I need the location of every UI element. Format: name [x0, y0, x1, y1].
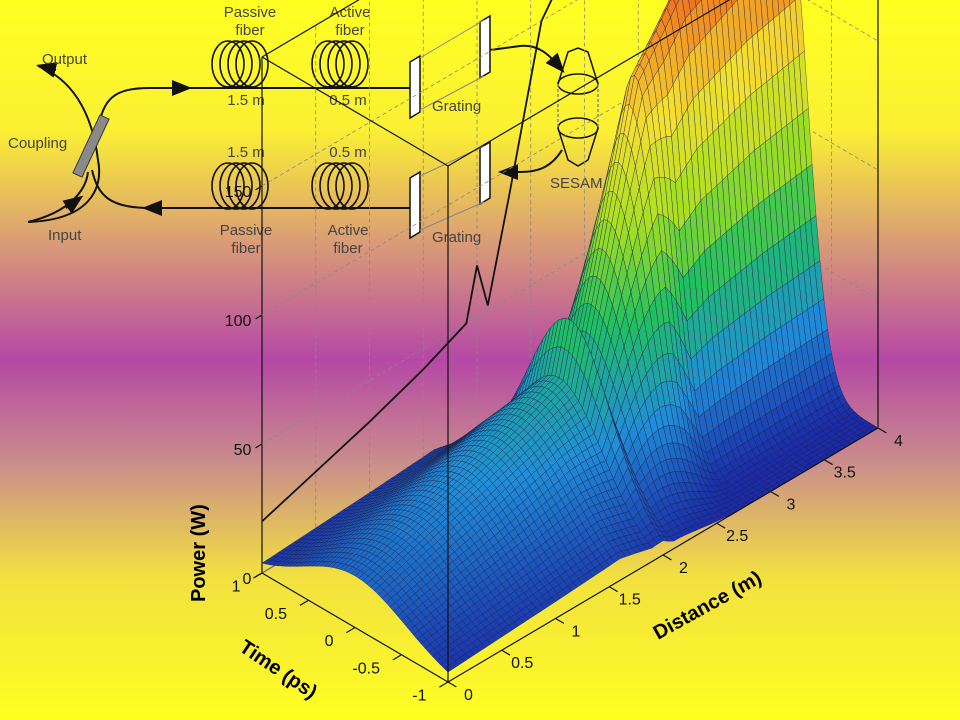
- tick-label: 2.5: [726, 528, 748, 545]
- z-axis-label: Power (W): [188, 504, 210, 602]
- top-active-length: 0.5 m: [329, 92, 367, 109]
- top-active-label-1: Active: [330, 4, 371, 21]
- coil-top-passive: [211, 40, 269, 88]
- tick-label: 3: [787, 496, 796, 513]
- sesam-lenses: [557, 47, 599, 167]
- bottom-active-label-2: fiber: [333, 240, 362, 257]
- tick-label: 50: [234, 442, 252, 459]
- bottom-passive-label-2: fiber: [231, 240, 260, 257]
- axis-ticks: 0 0.5 1 1.5 2 2.5 3 3.5 4 1 0.5 0 -0.5 -1 0 50 100 150: [225, 184, 903, 705]
- tick-label: 1: [232, 579, 241, 596]
- tick-label: 0.5: [511, 655, 533, 672]
- tick-label: 0.5: [265, 606, 287, 623]
- tick-label: 1: [572, 623, 581, 640]
- sesam-path: [489, 44, 565, 180]
- coupler: [72, 114, 110, 178]
- grating-top-label: Grating: [432, 98, 481, 115]
- tick-label: 2: [679, 560, 688, 577]
- top-passive-length: 1.5 m: [227, 92, 265, 109]
- y-axis-label: Time (ps): [235, 636, 321, 704]
- output-arrow: [36, 62, 58, 78]
- coil-bottom-active: [311, 162, 369, 210]
- plot-3d: 0 0.5 1 1.5 2 2.5 3 3.5 4 1 0.5 0 -0.5 -1 0 50 100 150 Di…: [188, 0, 903, 705]
- grating-top: [409, 14, 491, 120]
- tick-label: 0: [464, 687, 473, 704]
- bottom-active-label-1: Active: [328, 222, 369, 239]
- input-label: Input: [48, 227, 82, 244]
- output-label: Output: [42, 51, 88, 68]
- coil-top-active: [311, 40, 369, 88]
- tick-label: 0: [242, 571, 251, 588]
- tick-label: 3.5: [834, 465, 856, 482]
- input-fiber-line: [27, 171, 89, 223]
- top-passive-label-1: Passive: [224, 4, 277, 21]
- bottom-passive-length: 1.5 m: [227, 144, 265, 161]
- coil-bottom-passive: [211, 162, 269, 210]
- tick-label: 0: [325, 633, 334, 650]
- tick-label: 100: [225, 313, 252, 330]
- tick-label: 150: [225, 184, 252, 201]
- x-axis-label: Distance (m): [650, 567, 766, 644]
- top-active-label-2: fiber: [335, 22, 364, 39]
- input-arrow: [62, 195, 84, 214]
- tick-label: 1.5: [619, 592, 641, 609]
- tick-label: 4: [894, 433, 903, 450]
- grating-bottom-label: Grating: [432, 229, 481, 246]
- grating-bottom: [409, 140, 491, 240]
- power-surface: [261, 0, 879, 673]
- tick-label: -0.5: [352, 660, 380, 677]
- bottom-passive-label-1: Passive: [220, 222, 273, 239]
- tick-label: -1: [412, 688, 426, 705]
- sesam-label: SESAM: [550, 175, 603, 192]
- coupling-label: Coupling: [8, 135, 67, 152]
- surface-cell: [694, 0, 702, 7]
- peak-power-curve: [261, 0, 553, 523]
- bottom-active-length: 0.5 m: [329, 144, 367, 161]
- top-passive-label-2: fiber: [235, 22, 264, 39]
